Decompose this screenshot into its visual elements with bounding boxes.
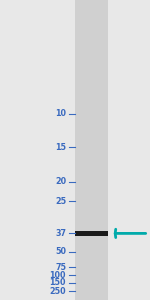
- Text: 15: 15: [55, 142, 66, 152]
- Text: 50: 50: [55, 248, 66, 256]
- Text: 25: 25: [55, 196, 66, 206]
- Text: 37: 37: [55, 229, 66, 238]
- Text: 10: 10: [55, 110, 66, 118]
- Text: 150: 150: [50, 278, 66, 287]
- Text: 100: 100: [50, 271, 66, 280]
- Text: 250: 250: [49, 286, 66, 296]
- Text: 20: 20: [55, 177, 66, 186]
- Bar: [75, 231, 108, 236]
- Text: 75: 75: [55, 262, 66, 272]
- Bar: [75, 0, 108, 300]
